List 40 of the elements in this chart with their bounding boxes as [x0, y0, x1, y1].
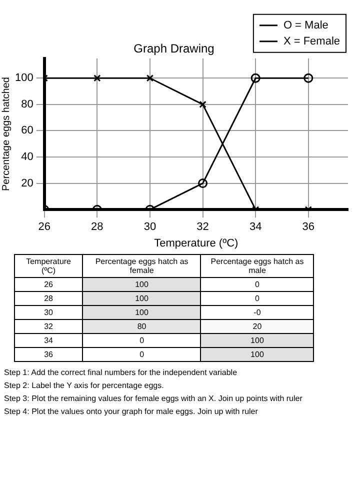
- data-label: 0: [82, 334, 201, 348]
- y-tick-label: 20: [21, 177, 34, 190]
- x-tick-label: Percentage eggs hatch as female: [82, 254, 201, 278]
- data-label: 0: [82, 348, 201, 362]
- x-axis-title: Temperature (ºC): [154, 237, 238, 250]
- data-label: 0: [200, 278, 314, 292]
- text: Step 1: Add the correct final numbers for the independent variable: [4, 367, 238, 379]
- y-tick-label: 28: [14, 292, 83, 306]
- y-tick-label: 26: [14, 278, 83, 292]
- x-tick-label: 32: [196, 221, 209, 234]
- legend-label: O = Male: [283, 19, 328, 32]
- y-tick-label: 36: [14, 348, 83, 362]
- text: Step 2: Label the Y axis for percentage eggs.: [4, 380, 165, 392]
- data-label: 80: [82, 320, 201, 334]
- x-tick-label: 34: [249, 221, 262, 234]
- x-tick-label: Percentage eggs hatch as male: [200, 254, 314, 278]
- text: Step 3: Plot the remaining values for female eggs with an X. Join up points with ruler: [4, 393, 304, 405]
- y-tick-label: 40: [21, 151, 34, 164]
- x-tick-label: 28: [91, 221, 104, 234]
- x-tick-label: 36: [302, 221, 315, 234]
- y-tick-label: 100: [14, 72, 34, 84]
- x-tick-label: 30: [144, 221, 156, 234]
- y-axis-title: Temperature (ºC): [14, 254, 83, 278]
- text: Step 4: Plot the values onto your graph for male eggs. Join up with ruler: [4, 406, 259, 418]
- data-label: 0: [200, 292, 314, 306]
- data-label: 100: [200, 334, 314, 348]
- y-tick-label: 30: [14, 306, 83, 320]
- y-tick-label: 32: [14, 320, 83, 334]
- chart-title: Graph Drawing: [134, 42, 214, 56]
- y-tick-label: 34: [14, 334, 83, 348]
- data-label: 100: [200, 348, 314, 362]
- data-label: 20: [200, 320, 314, 334]
- legend-label: X = Female: [283, 35, 340, 48]
- data-label: 100: [82, 306, 201, 320]
- data-label: -0: [200, 306, 314, 320]
- y-tick-label: 60: [21, 124, 34, 137]
- data-label: 100: [82, 278, 201, 292]
- y-tick-label: 80: [21, 98, 34, 110]
- data-label: 100: [82, 292, 201, 306]
- y-axis-title: Percentage eggs hatched: [0, 77, 12, 191]
